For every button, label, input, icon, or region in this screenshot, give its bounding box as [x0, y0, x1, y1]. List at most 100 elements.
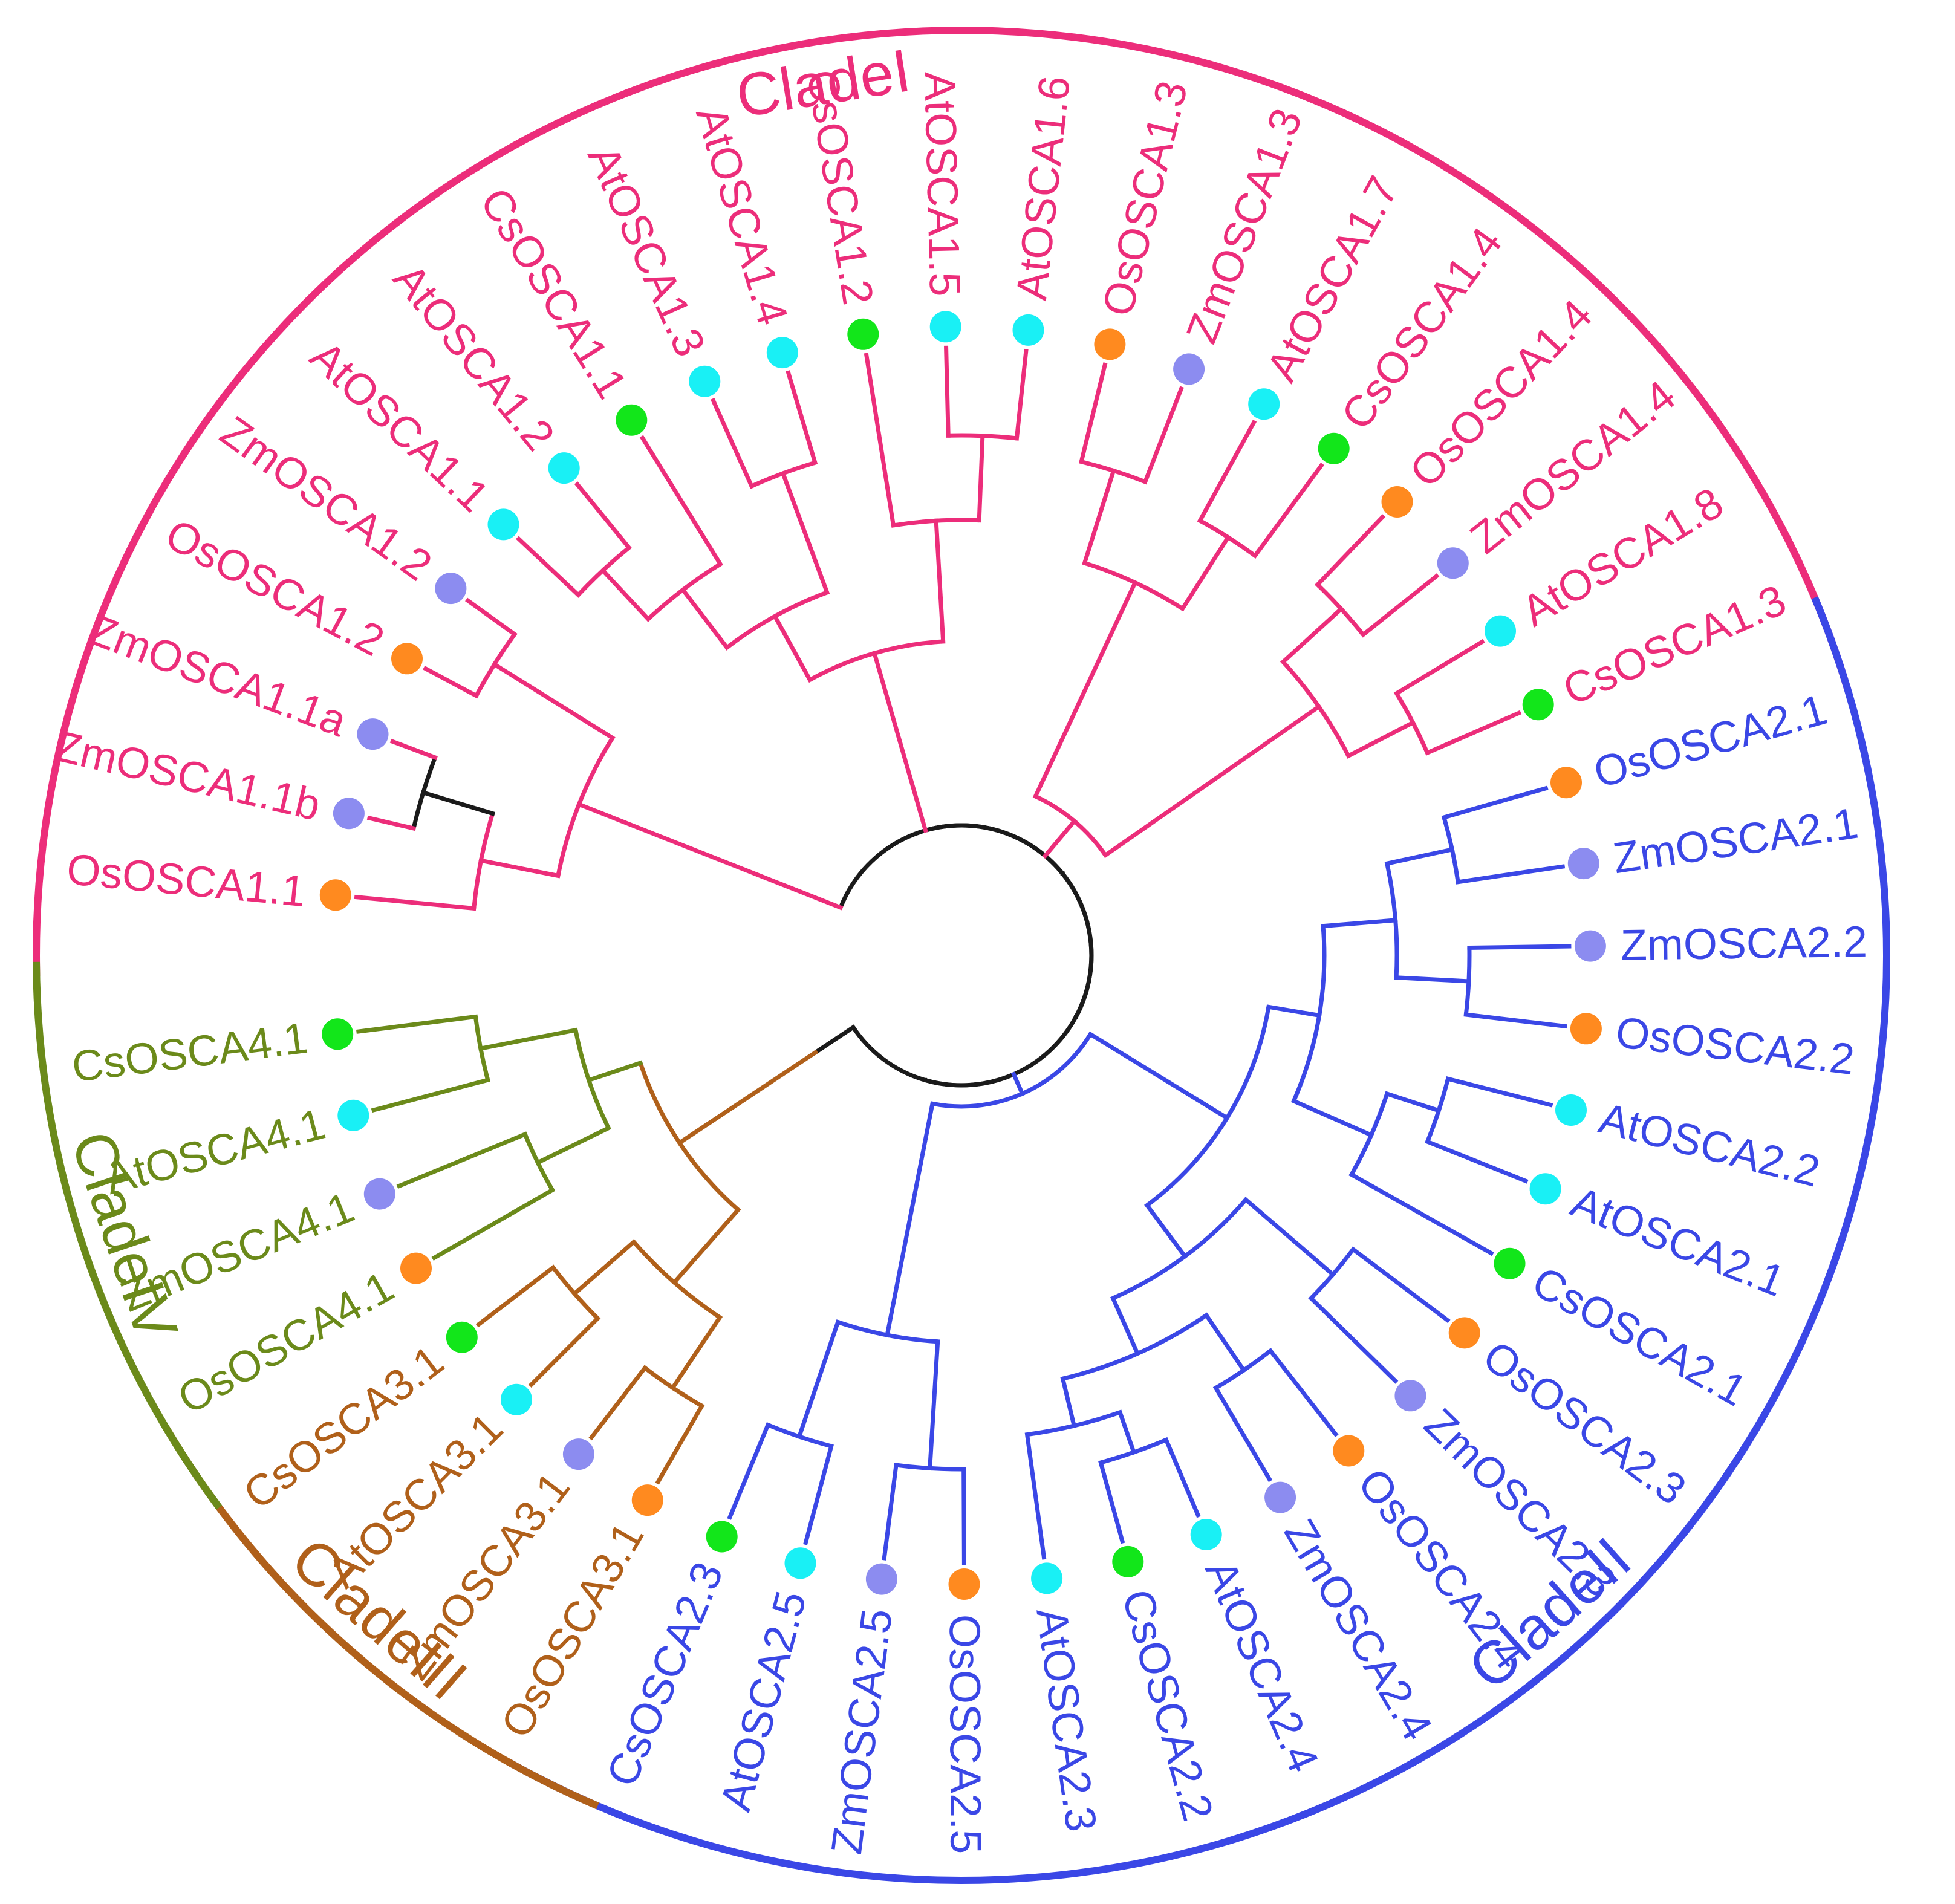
- species-dot: [1031, 1562, 1063, 1594]
- leaf-label: OsOSCA2.1: [1589, 685, 1832, 798]
- branch-arc: [1425, 1078, 1450, 1143]
- species-dot: [1094, 328, 1126, 360]
- branch-arc: [1463, 947, 1472, 1015]
- branch-line: [671, 1206, 741, 1286]
- species-dot: [501, 1383, 532, 1415]
- leaf-label: AtOSCA1.4: [686, 101, 797, 331]
- branch-line: [1321, 918, 1398, 929]
- species-dot: [948, 1568, 980, 1600]
- branch-arc: [1145, 1006, 1271, 1207]
- species-dot: [1555, 1094, 1587, 1126]
- branch-arc: [411, 756, 437, 829]
- branch-line: [431, 1187, 556, 1261]
- branch-line: [1014, 348, 1029, 441]
- branch-line: [1360, 573, 1440, 638]
- branch-line: [1345, 720, 1416, 759]
- species-dot: [1394, 1380, 1426, 1412]
- branch-arc: [472, 813, 495, 909]
- branch-arc: [1442, 816, 1460, 883]
- leaf-label: AtOSCA1.6: [1007, 74, 1079, 303]
- species-dot: [1248, 388, 1280, 420]
- branch-arc: [1214, 1349, 1272, 1390]
- species-dot: [337, 1099, 369, 1131]
- clade-arcs: [33, 27, 1890, 1884]
- species-dot: [562, 1438, 594, 1470]
- branch-line: [1441, 785, 1549, 820]
- species-dot: [1574, 930, 1606, 962]
- branch-arc: [1100, 1438, 1167, 1465]
- species-dot: [1333, 1435, 1365, 1467]
- branch-line: [1203, 1312, 1247, 1374]
- branch-line: [710, 397, 755, 489]
- branch-line: [371, 1077, 490, 1113]
- branch-line: [574, 481, 633, 551]
- species-dot: [1550, 767, 1582, 799]
- branch-line: [803, 1443, 834, 1545]
- species-dot: [1264, 1481, 1296, 1513]
- species-dot: [1318, 432, 1350, 464]
- species-dot: [1570, 1013, 1602, 1045]
- branch-line: [786, 370, 818, 466]
- leaf-label: OsOSCA1.3: [1093, 76, 1197, 320]
- species-dot: [1381, 486, 1413, 518]
- branch-line: [927, 1339, 940, 1471]
- branch-arc: [896, 1463, 964, 1472]
- branch-line: [1348, 1171, 1494, 1256]
- branch-arc: [474, 632, 516, 697]
- branch-arc: [473, 1016, 490, 1081]
- leaf-label: ZmOSCA1.1b: [50, 722, 325, 830]
- species-dot: [1529, 1173, 1561, 1205]
- branch-line: [396, 1131, 528, 1189]
- species-dot: [548, 452, 580, 484]
- branch-arc: [750, 460, 816, 489]
- branch-line: [1467, 944, 1572, 950]
- branch-line: [1032, 579, 1138, 799]
- leaf-label: AtOSCA1.5: [915, 71, 969, 297]
- branch-arc: [638, 1062, 740, 1212]
- branch-line: [1042, 818, 1078, 859]
- species-dot: [706, 1521, 738, 1553]
- species-dot: [766, 337, 798, 369]
- branch-line: [423, 666, 480, 699]
- branch-line: [1456, 864, 1566, 885]
- branch-line: [366, 815, 417, 831]
- branch-arc: [1034, 794, 1107, 857]
- leaf-label: CsOSCA4.1: [70, 1014, 311, 1092]
- species-dot: [357, 718, 389, 750]
- branch-line: [1393, 638, 1485, 697]
- branch-line: [420, 790, 496, 816]
- leaf-label: OsOSCA2.2: [1613, 1008, 1857, 1084]
- branch-line: [465, 597, 518, 637]
- leaf-label: ZmOSCA2.5: [822, 1606, 902, 1857]
- branch-arc: [632, 1240, 721, 1319]
- species-dot: [1437, 547, 1469, 579]
- branch-line: [1010, 1071, 1026, 1097]
- branch-line: [1197, 420, 1257, 524]
- leaf-label: CsOSCA2.2: [1113, 1585, 1222, 1826]
- leaf-label: AtOSCA2.3: [1027, 1605, 1105, 1834]
- branch-line: [676, 1049, 819, 1146]
- branch-arc: [1349, 1093, 1390, 1176]
- branch-line: [491, 661, 616, 741]
- branch-line: [478, 858, 561, 879]
- branch-line: [1350, 1246, 1451, 1324]
- branch-line: [389, 738, 438, 761]
- branch-line: [1024, 1432, 1047, 1560]
- leaf-label: OsOSCA1.1: [65, 845, 308, 917]
- leaf-label: AtOSCA2.2: [1595, 1094, 1824, 1197]
- branch-line: [1117, 1409, 1137, 1455]
- species-markers: [319, 311, 1606, 1600]
- species-dot: [435, 573, 467, 605]
- branch-arc: [893, 518, 980, 528]
- branch-line: [1098, 1460, 1125, 1544]
- branch-arc: [1292, 926, 1327, 1102]
- branch-line: [1142, 386, 1184, 485]
- branch-line: [796, 1319, 841, 1440]
- species-dot: [446, 1321, 478, 1353]
- branch-arc: [556, 736, 614, 877]
- leaf-label: ZmOSCA2.1: [1610, 799, 1861, 883]
- branch-line: [727, 1422, 771, 1520]
- branch-line: [1102, 703, 1322, 859]
- branch-arc: [767, 1423, 832, 1449]
- branch-line: [1445, 1076, 1553, 1108]
